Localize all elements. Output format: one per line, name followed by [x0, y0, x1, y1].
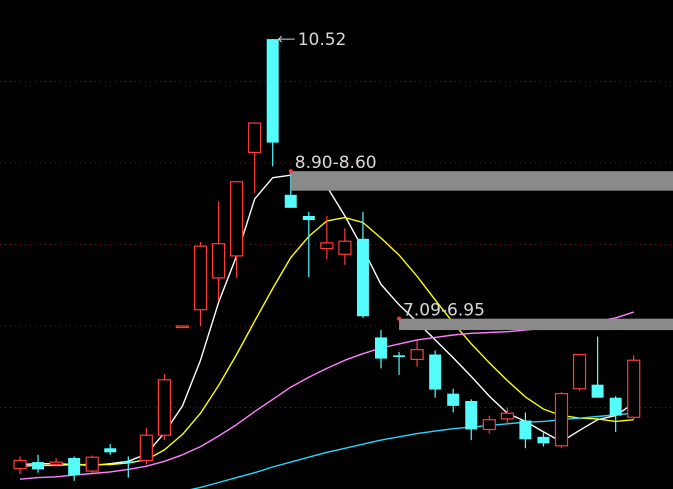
price-zone-band: [399, 318, 673, 331]
candle: [157, 374, 171, 441]
candle: [139, 427, 153, 465]
candle-body: [193, 245, 208, 311]
candle: [447, 388, 460, 413]
candle-body: [248, 122, 262, 154]
high-price-label: 10.52: [298, 30, 347, 50]
candle-body: [122, 461, 135, 463]
candle-body: [393, 355, 406, 357]
price-zones: 8.90-8.60 7.09-6.95: [288, 153, 673, 331]
candle-body: [13, 459, 27, 470]
ma-line-ma-xlong: [190, 412, 634, 489]
candle-body: [356, 238, 369, 317]
candle-body: [320, 242, 334, 250]
candle: [537, 431, 550, 447]
candle: [338, 228, 352, 265]
candle: [375, 330, 387, 369]
candle-body: [49, 461, 63, 466]
candle-body: [211, 243, 226, 279]
candle-body: [68, 458, 81, 476]
price-zone-marker: [397, 316, 402, 321]
candle-body: [266, 39, 279, 143]
candle-body: [519, 420, 532, 440]
candle: [519, 412, 532, 449]
candle-body: [375, 337, 387, 359]
candle: [627, 355, 641, 419]
candle: [193, 242, 208, 326]
candle-body: [572, 353, 587, 390]
candle-body: [85, 456, 99, 472]
candle-body: [175, 325, 190, 329]
candle-body: [302, 215, 315, 221]
candle-body: [139, 434, 153, 462]
candle: [85, 455, 99, 473]
candle-body: [230, 181, 244, 257]
candle-body: [338, 240, 352, 255]
candle: [248, 122, 262, 194]
candle: [482, 415, 496, 434]
candle: [554, 392, 569, 449]
candle: [302, 211, 315, 278]
candle-body: [465, 400, 478, 430]
candle: [175, 325, 190, 329]
candle-body: [104, 448, 117, 453]
candle-body: [482, 419, 496, 431]
candle: [68, 456, 81, 481]
price-zone-marker: [288, 169, 293, 174]
candle: [609, 396, 622, 432]
candle-body: [500, 412, 514, 420]
candle: [122, 456, 135, 478]
candle-body: [627, 359, 641, 418]
candle-body: [554, 393, 569, 447]
candle: [429, 350, 442, 398]
candle-body: [447, 393, 460, 406]
candle: [500, 407, 514, 424]
price-zone-label: 8.90-8.60: [295, 153, 377, 173]
candle-series: [13, 39, 641, 481]
candle-body: [429, 354, 442, 390]
candle: [13, 456, 27, 475]
candle: [32, 454, 45, 473]
candle: [49, 458, 63, 467]
high-price-arrow: [277, 35, 283, 43]
price-zone-band: [290, 171, 673, 191]
candle: [211, 201, 226, 302]
candle-body: [284, 194, 297, 208]
candle: [356, 211, 369, 318]
candle: [465, 399, 478, 441]
candle: [320, 215, 334, 260]
candle-body: [32, 462, 45, 470]
candle: [410, 340, 424, 367]
candle-body: [591, 384, 604, 398]
candle-body: [537, 436, 550, 444]
candle-body: [410, 349, 424, 361]
price-zone-label: 7.09-6.95: [403, 301, 485, 321]
candle: [230, 181, 244, 278]
candle: [266, 39, 279, 167]
candle: [104, 444, 117, 455]
candle: [393, 352, 406, 375]
candle: [572, 353, 587, 392]
candle-body: [157, 379, 171, 436]
candle: [591, 336, 604, 398]
price-annotations: 10.52: [277, 30, 347, 50]
candle-body: [609, 397, 622, 416]
